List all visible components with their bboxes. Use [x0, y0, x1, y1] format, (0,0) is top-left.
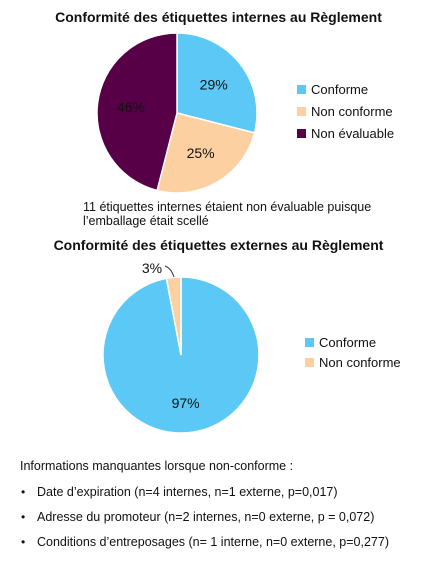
pie-slice-non-conforme	[165, 276, 182, 356]
chart-title-external: Conformité des étiquettes externes au Rè…	[53, 237, 384, 253]
chart-title-internal: Conformité des étiquettes internes au Rè…	[55, 9, 382, 25]
legend-label: Conforme	[319, 335, 376, 350]
leader-line	[164, 265, 175, 278]
bullet-icon: •	[21, 535, 26, 549]
legend-swatch	[305, 358, 314, 367]
missing-info-section: Informations manquantes lorsque non-conf…	[20, 459, 430, 560]
slice-label: 46%	[117, 99, 145, 115]
legend-swatch	[305, 338, 314, 347]
missing-info-item: • Date d’expiration (n=4 internes, n=1 e…	[20, 485, 430, 499]
legend-label: Non conforme	[311, 104, 393, 119]
missing-info-item: • Conditions d’entreposages (n= 1 intern…	[20, 535, 430, 549]
legend-swatch	[297, 85, 306, 94]
legend-label: Non évaluable	[311, 126, 394, 141]
missing-info-list: • Date d’expiration (n=4 internes, n=1 e…	[20, 485, 430, 549]
legend-swatch	[297, 107, 306, 116]
slice-label: 3%	[142, 260, 162, 276]
missing-info-item-text: Adresse du promoteur (n=2 internes, n=0 …	[37, 510, 375, 524]
bullet-icon: •	[21, 485, 26, 499]
pie-chart-external: 97% 3% Conforme Non conforme	[102, 260, 401, 434]
missing-info-heading: Informations manquantes lorsque non-conf…	[20, 459, 294, 473]
missing-info-item: • Adresse du promoteur (n=2 internes, n=…	[20, 510, 430, 524]
legend-swatch	[297, 129, 306, 138]
pie-slice-non-valuable	[96, 32, 178, 192]
pie-chart-internal: 29% 25% 46% Conforme Non conforme Non évaluab…	[96, 32, 394, 194]
chart-note-internal: 11 étiquettes internes étaient non évalu…	[83, 200, 372, 228]
slice-label: 29%	[200, 77, 228, 93]
missing-info-item-text: Conditions d’entreposages (n= 1 interne,…	[37, 535, 389, 549]
slice-label: 97%	[172, 395, 200, 411]
pie-slice-conforme	[176, 32, 258, 134]
legend-label: Non conforme	[319, 355, 401, 370]
missing-info-item-text: Date d’expiration (n=4 internes, n=1 ext…	[37, 485, 338, 499]
slice-label: 25%	[187, 145, 215, 161]
pie-slice-non-conforme	[156, 112, 256, 194]
bullet-icon: •	[21, 510, 26, 524]
legend-label: Conforme	[311, 82, 368, 97]
